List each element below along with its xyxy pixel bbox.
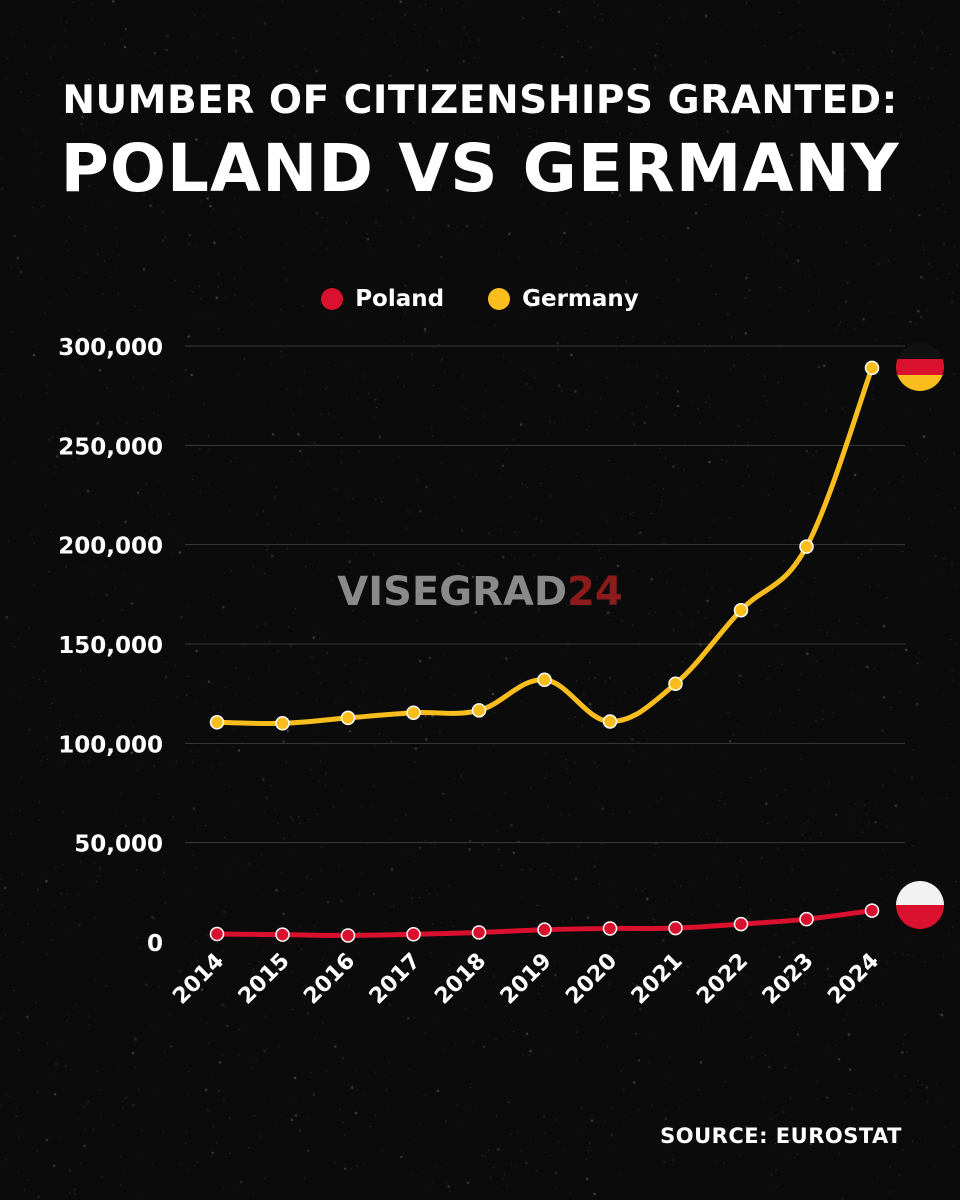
watermark: VISEGRAD24 <box>337 569 622 615</box>
data-point-germany <box>602 714 618 729</box>
data-point-poland <box>733 916 749 932</box>
y-tick-label: 0 <box>147 931 163 957</box>
y-axis-ticks: 0 50,000 100,000 150,000 200,000 250,000 300,0… <box>58 335 163 957</box>
x-tick-label: 2018 <box>430 949 491 1010</box>
data-point-poland <box>864 903 880 918</box>
series-points <box>209 360 880 943</box>
legend-dot-poland <box>321 288 344 310</box>
legend-item-poland: Poland <box>321 286 444 312</box>
x-tick-label: 2019 <box>496 949 557 1010</box>
data-point-germany <box>799 539 814 554</box>
x-tick-label: 2022 <box>692 949 753 1010</box>
x-tick-label: 2021 <box>627 949 688 1010</box>
germany-flag-icon <box>896 343 944 391</box>
x-tick-label: 2017 <box>365 949 426 1010</box>
legend-item-germany: Germany <box>488 286 639 312</box>
source-note: SOURCE: EUROSTAT <box>660 1124 902 1148</box>
chart-title-line1: NUMBER OF CITIZENSHIPS GRANTED: <box>62 78 898 123</box>
x-axis-ticks: 2014 2015 2016 2017 2018 2019 2020 2021 2022 2023… <box>168 949 884 1010</box>
data-point-poland <box>406 927 421 942</box>
data-point-germany <box>340 710 356 726</box>
y-tick-label: 200,000 <box>58 534 163 560</box>
data-point-poland <box>537 922 552 937</box>
data-point-germany <box>537 672 552 688</box>
x-tick-label: 2016 <box>299 949 360 1010</box>
data-point-poland <box>340 928 356 943</box>
watermark-part1: VISEGRAD <box>337 569 567 615</box>
series-line-germany <box>214 365 875 727</box>
y-tick-label: 300,000 <box>58 335 163 361</box>
x-tick-label: 2020 <box>561 949 622 1010</box>
legend-label-germany: Germany <box>522 286 639 312</box>
data-point-poland <box>799 911 814 927</box>
y-tick-label: 100,000 <box>58 732 163 758</box>
data-point-germany <box>864 360 880 376</box>
poland-flag-icon <box>896 881 944 929</box>
data-point-germany <box>406 705 421 720</box>
watermark-part2: 24 <box>567 569 623 615</box>
watermark-text: VISEGRAD24 <box>337 569 622 615</box>
data-point-germany <box>275 716 290 731</box>
legend-label-poland: Poland <box>355 286 445 312</box>
y-tick-label: 150,000 <box>58 633 163 659</box>
data-point-poland <box>275 927 290 942</box>
chart-title-line2: POLAND VS GERMANY <box>60 130 900 207</box>
x-tick-label: 2024 <box>823 949 884 1010</box>
legend-dot-germany <box>488 288 511 310</box>
x-tick-label: 2023 <box>758 949 819 1010</box>
data-point-germany <box>668 676 683 691</box>
data-point-poland <box>209 926 225 942</box>
data-point-germany <box>209 715 225 730</box>
flags <box>896 343 944 929</box>
grid-lines <box>185 345 905 844</box>
series-lines <box>214 365 875 938</box>
data-point-poland <box>668 920 683 936</box>
chart-legend: Poland Germany <box>0 286 960 312</box>
data-point-poland <box>602 921 618 936</box>
y-tick-label: 250,000 <box>58 434 163 460</box>
x-tick-label: 2014 <box>168 949 229 1010</box>
data-point-poland <box>471 925 487 940</box>
y-tick-label: 50,000 <box>74 832 163 858</box>
x-tick-label: 2015 <box>234 949 295 1010</box>
data-point-germany <box>733 602 749 618</box>
data-point-germany <box>471 703 487 718</box>
